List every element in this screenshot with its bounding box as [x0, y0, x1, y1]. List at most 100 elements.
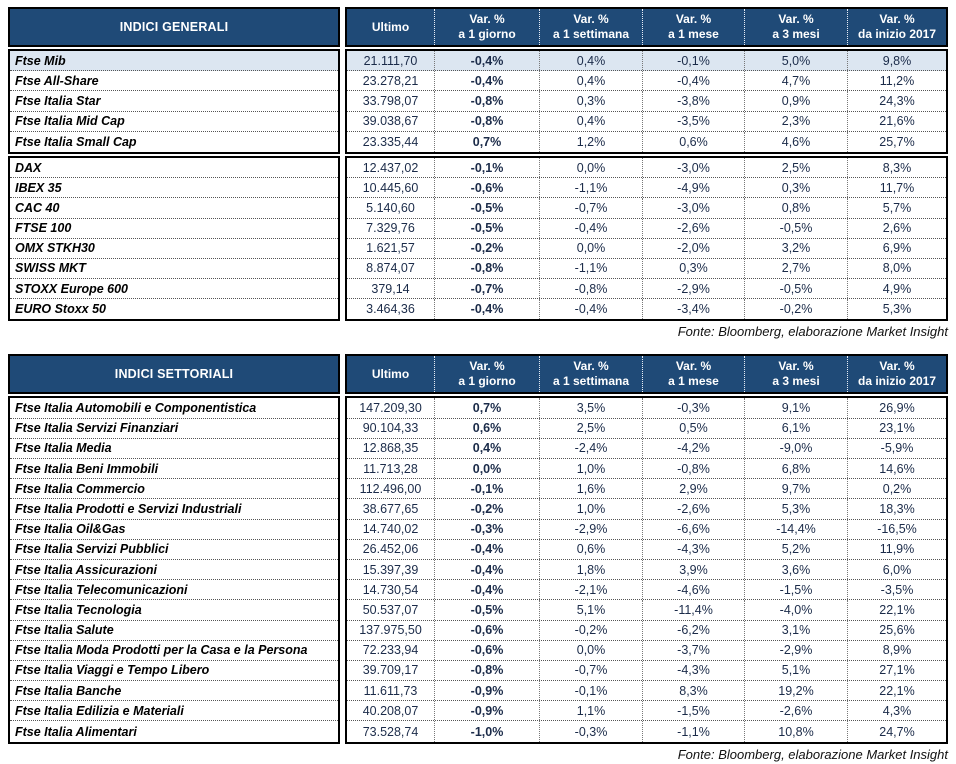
- value-cell: -0,4%: [434, 51, 539, 71]
- value-cell: -0,3%: [539, 721, 642, 742]
- value-cell: -2,6%: [642, 499, 744, 519]
- column-header-title: Var. %: [675, 359, 712, 374]
- column-header-title: Var. %: [879, 359, 915, 374]
- table-title: INDICI SETTORIALI: [8, 354, 340, 395]
- table-row: 379,14 -0,7% -0,8% -2,9% -0,5% 4,9%: [347, 279, 946, 300]
- value-cell: -0,7%: [539, 198, 642, 218]
- value-cell: 11.611,73: [363, 683, 418, 698]
- column-header-ultimo: Ultimo: [347, 356, 434, 392]
- column-header-subtitle: a 1 mese: [668, 27, 719, 41]
- index-name-cell: Ftse Italia Oil&Gas: [10, 520, 338, 540]
- value-cell: 25,6%: [847, 620, 946, 640]
- value-cell: -0,8%: [434, 258, 539, 279]
- value-cell: 11,9%: [847, 539, 946, 559]
- value-cell: 26,9%: [847, 398, 946, 418]
- value-cell: 3,1%: [744, 620, 847, 640]
- value-cell: 1,0%: [539, 459, 642, 479]
- value-cell: -0,5%: [434, 218, 539, 238]
- value-cell: 9,7%: [744, 479, 847, 499]
- value-cell: 39.038,67: [362, 114, 419, 129]
- value-cell: 7.329,76: [366, 221, 415, 236]
- value-cell: 0,6%: [642, 131, 744, 152]
- column-header-var-5: Var. % da inizio 2017: [847, 9, 946, 45]
- value-cell: -4,9%: [642, 178, 744, 198]
- value-cell: 0,7%: [434, 398, 539, 418]
- value-cell: 0,7%: [434, 131, 539, 152]
- value-cell: 18,3%: [847, 499, 946, 519]
- column-header-var-5: Var. % da inizio 2017: [847, 356, 946, 393]
- column-header-subtitle: a 1 giorno: [458, 27, 516, 41]
- value-cell: -4,3%: [642, 660, 744, 681]
- column-header-var-3: Var. % a 1 mese: [642, 356, 744, 393]
- value-cell: -3,8%: [642, 91, 744, 111]
- value-cell: 4,3%: [847, 701, 946, 721]
- index-name-block: Ftse Italia Automobili e Componentistica…: [8, 396, 340, 744]
- value-cell: -0,7%: [539, 660, 642, 681]
- value-cell: 112.496,00: [359, 481, 422, 496]
- index-name-cell: Ftse Italia Telecomunicazioni: [10, 580, 338, 601]
- value-cell: 0,4%: [434, 438, 539, 458]
- index-name-cell: IBEX 35: [10, 178, 338, 199]
- value-cell: 72.233,94: [362, 643, 419, 658]
- value-cell: 0,2%: [847, 479, 946, 499]
- value-cell: 3,9%: [642, 559, 744, 580]
- value-cell: 6,9%: [847, 238, 946, 258]
- column-header-subtitle: da inizio 2017: [857, 374, 937, 389]
- value-cell: 1,0%: [539, 499, 642, 519]
- value-cell: 0,6%: [539, 539, 642, 559]
- index-name-cell: Ftse Italia Salute: [10, 621, 338, 641]
- table-row: 137.975,50 -0,6% -0,2% -6,2% 3,1% 25,6%: [347, 620, 946, 641]
- index-name-cell: Ftse Italia Viaggi e Tempo Libero: [10, 661, 338, 682]
- values-block: 147.209,30 0,7% 3,5% -0,3% 9,1% 26,9% 90.104,3…: [345, 396, 948, 744]
- value-cell: 6,0%: [847, 559, 946, 580]
- column-header-ultimo: Ultimo: [347, 9, 434, 45]
- values-block: 12.437,02 -0,1% 0,0% -3,0% 2,5% 8,3% 10.445,60…: [345, 155, 948, 322]
- value-cell: 25,7%: [847, 131, 946, 152]
- value-cell: -4,2%: [642, 438, 744, 458]
- value-cell: 9,1%: [744, 398, 847, 418]
- value-cell: -0,4%: [642, 71, 744, 91]
- table-row: 23.278,21 -0,4% 0,4% -0,4% 4,7% 11,2%: [347, 71, 946, 92]
- value-cell: -3,0%: [642, 198, 744, 218]
- value-cell: 0,0%: [434, 459, 539, 479]
- value-cell: -0,8%: [434, 111, 539, 131]
- value-cell: 2,7%: [744, 258, 847, 279]
- value-cell: 8,3%: [847, 157, 946, 178]
- value-cell: 0,0%: [539, 640, 642, 660]
- value-cell: 3,2%: [744, 238, 847, 258]
- value-cell: -0,6%: [434, 620, 539, 640]
- index-name-block: Ftse Mib Ftse All-Share Ftse Italia Star Ft…: [8, 49, 340, 154]
- value-cell: -3,5%: [847, 580, 946, 600]
- value-cell: -2,9%: [642, 279, 744, 299]
- value-cell: 5,3%: [744, 499, 847, 519]
- table-row: 112.496,00 -0,1% 1,6% 2,9% 9,7% 0,2%: [347, 479, 946, 500]
- column-header-var-2: Var. % a 1 settimana: [539, 356, 642, 393]
- value-cell: 137.975,50: [359, 623, 422, 638]
- index-name-cell: Ftse Mib: [10, 51, 338, 72]
- table-title: INDICI GENERALI: [8, 7, 340, 47]
- table-row: 5.140,60 -0,5% -0,7% -3,0% 0,8% 5,7%: [347, 198, 946, 219]
- value-cell: -0,6%: [434, 178, 539, 198]
- value-cell: -0,5%: [434, 198, 539, 218]
- column-header-subtitle: a 3 mesi: [772, 27, 820, 41]
- value-cell: 21.111,70: [363, 53, 418, 68]
- value-cell: -3,7%: [642, 640, 744, 660]
- value-cell: -0,1%: [434, 157, 539, 178]
- value-cell: 5,1%: [539, 600, 642, 620]
- value-cell: 40.208,07: [362, 703, 419, 718]
- value-cell: 5.140,60: [366, 200, 415, 215]
- value-cell: -0,8%: [434, 660, 539, 681]
- column-header-title: Var. %: [879, 12, 915, 26]
- column-headers: Ultimo Var. % a 1 giorno Var. % a 1 settiman…: [345, 7, 948, 47]
- index-name-cell: Ftse Italia Tecnologia: [10, 600, 338, 621]
- table-row: 10.445,60 -0,6% -1,1% -4,9% 0,3% 11,7%: [347, 178, 946, 199]
- value-cell: 0,3%: [539, 91, 642, 111]
- column-header-title: Ultimo: [371, 19, 410, 34]
- column-header-var-4: Var. % a 3 mesi: [744, 356, 847, 393]
- value-cell: -2,9%: [744, 640, 847, 660]
- value-cell: 5,3%: [847, 299, 946, 320]
- value-cell: -5,9%: [847, 438, 946, 458]
- column-header-title: Var. %: [469, 359, 505, 374]
- table-row: 39.709,17 -0,8% -0,7% -4,3% 5,1% 27,1%: [347, 660, 946, 682]
- value-cell: 24,3%: [847, 91, 946, 111]
